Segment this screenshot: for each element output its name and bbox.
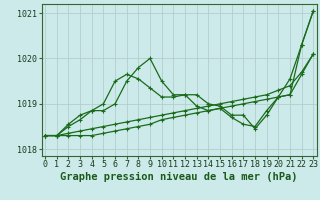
X-axis label: Graphe pression niveau de la mer (hPa): Graphe pression niveau de la mer (hPa)	[60, 172, 298, 182]
